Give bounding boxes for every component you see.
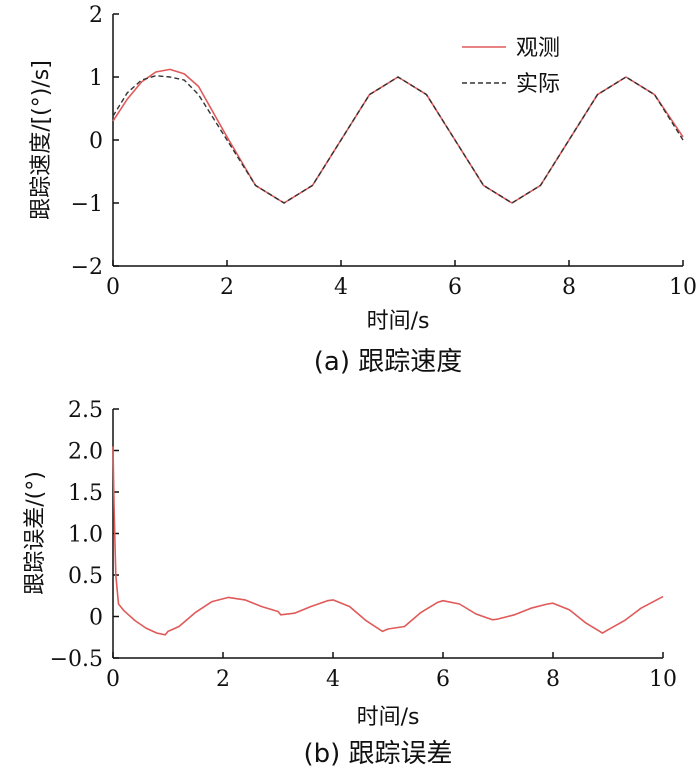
chart-b: 0 2 4 6 8 102.52.01.51.00.50−0.5时间/s跟踪误差/(°)(… [23,398,677,769]
chart-caption: (a) 跟踪速度 [314,347,463,377]
y-tick-label: −1 [71,192,103,217]
y-axis-label: 跟踪速度/[(°)/s] [29,60,54,220]
series-line-2 [112,74,684,204]
x-tick-label: 4 [334,275,348,300]
legend-label: 观测 [516,36,560,61]
x-axis-label: 时间/s [367,309,430,334]
chart-caption: (b) 跟踪误差 [303,739,452,769]
x-tick-label: 8 [562,275,576,300]
y-tick-label: 1.5 [68,481,103,506]
legend-label: 实际 [516,72,560,97]
y-tick-label: 0.5 [68,564,103,589]
x-tick-label: 0 [106,275,120,300]
y-tick-label: 0 [89,606,103,631]
y-tick-label: −0.5 [50,647,103,672]
x-tick-label: 8 [546,667,560,692]
x-tick-label: 10 [669,275,697,300]
x-tick-label: 10 [649,667,677,692]
x-tick-label: 2 [220,275,234,300]
y-tick-label: 1 [89,66,103,91]
y-tick-label: 2.0 [68,440,103,465]
x-tick-label: 4 [326,667,340,692]
y-tick-label: 2 [89,3,103,28]
x-tick-label: 2 [216,667,230,692]
y-axis-label: 跟踪误差/(°) [23,471,48,595]
x-tick-label: 0 [106,667,120,692]
series-line-1 [112,68,684,204]
y-tick-label: 0 [89,129,103,154]
y-tick-label: 1.0 [68,523,103,548]
x-axis-label: 时间/s [357,705,420,730]
x-tick-label: 6 [448,275,462,300]
y-tick-label: 2.5 [68,398,103,423]
x-tick-label: 6 [436,667,450,692]
y-tick-label: −2 [71,255,103,280]
series-line [112,446,664,636]
